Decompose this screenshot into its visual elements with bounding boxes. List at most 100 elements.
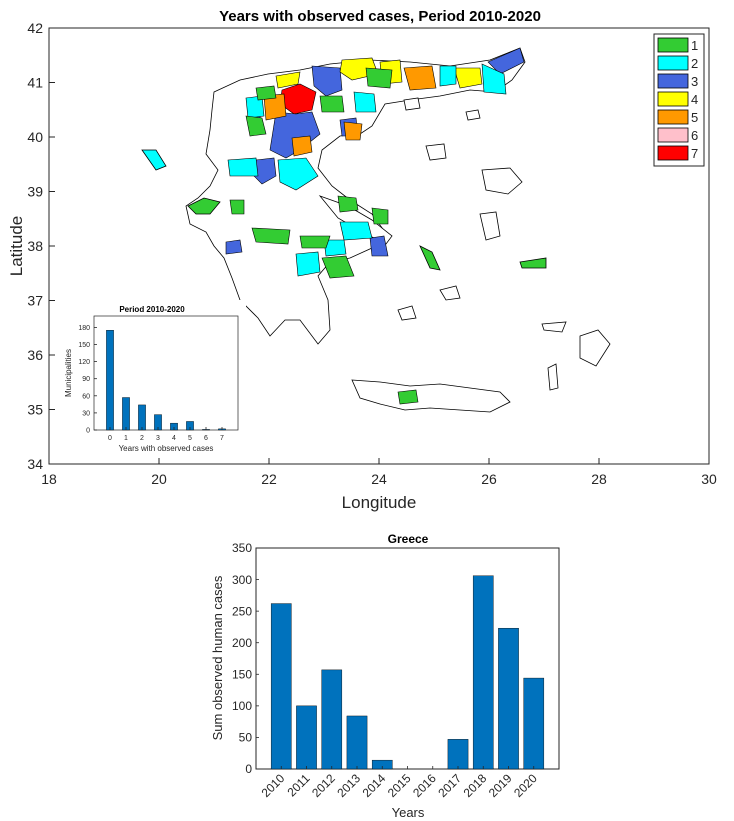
inset-axes-box [93,315,239,431]
kefalonia-outline [187,197,221,215]
greece-y-tick-label: 300 [232,573,252,587]
greece-bar-chart: Greece 201020112012201320142015201620172… [210,532,560,820]
region-2-b [439,65,457,87]
region-2-f [339,221,373,241]
region-2-a [481,63,507,95]
legend-swatch [657,109,689,125]
inset-x-tick-label: 1 [124,435,128,442]
map-y-tick-label: 36 [27,347,43,363]
map-x-tick-label: 24 [371,471,387,487]
inset-y-tick-label: 150 [78,342,90,349]
map-y-tick-label: 39 [27,184,43,200]
region-1-d [319,95,345,113]
region-1-e [251,227,291,245]
inset-bar [138,404,146,431]
map-x-tick-label: 30 [701,471,717,487]
legend-label: 7 [691,146,698,161]
map-y-axis-label: Latitude [7,216,26,277]
karpathos-outline [547,363,559,391]
inset-title: Period 2010-2020 [119,305,185,314]
legend-swatch [657,145,689,161]
map-y-tick-label: 38 [27,238,43,254]
thassos-outline [403,97,421,111]
bar-chart-y-ticks: 0 50 100 150 200 250 300 350 [232,541,259,776]
region-2-g [295,251,321,277]
inset-x-tick-label: 0 [108,435,112,442]
greece-bar [321,669,343,770]
region-3-b [311,65,343,97]
map-y-tick-label: 37 [27,293,43,309]
region-4-d [275,71,301,89]
map-panel: Years with observed cases, Period 2010-2… [7,8,717,512]
legend-label: 6 [691,128,698,143]
greece-x-tick-label: 2014 [360,771,389,800]
map-y-tick-label: 35 [27,402,43,418]
chios-outline [479,211,501,241]
inset-y-ticks: 0 30 60 90 120 150 180 [78,325,97,434]
map-x-tick-label: 18 [41,471,57,487]
rhodes-outline [579,329,611,367]
bar-chart-x-ticks: 2010201120122013201420152016201720182019… [259,766,540,800]
greece-y-tick-label: 200 [232,636,252,650]
region-5-b [403,65,437,91]
region-2-c [227,157,259,177]
map-y-tick-label: 34 [27,456,43,472]
greece-x-tick-label: 2019 [486,771,515,800]
map-y-tick-label: 40 [27,129,43,145]
map-y-tick-label: 41 [27,75,43,91]
greece-x-tick-label: 2013 [334,771,363,800]
inset-x-tick-label: 7 [220,435,224,442]
cyclades-outline-2 [397,305,417,321]
bar-chart-title: Greece [388,532,429,546]
inset-x-ticks: 0 1 2 3 4 5 6 7 [108,427,224,442]
kos-outline [541,321,567,333]
bar-chart-x-axis-label: Years [392,805,425,820]
inset-y-tick-label: 60 [82,393,90,400]
map-x-tick-label: 20 [151,471,167,487]
greece-x-tick-label: 2020 [511,771,540,800]
legend-swatch [657,91,689,107]
region-3-d [487,47,525,75]
map-x-tick-label: 22 [261,471,277,487]
greece-x-tick-label: 2016 [410,771,439,800]
region-3-g [369,235,389,257]
inset-y-tick-label: 180 [78,325,90,332]
greece-x-tick-label: 2015 [385,771,414,800]
map-y-ticks: 34 35 36 37 38 39 40 41 42 [27,20,55,472]
region-5-a [263,93,287,121]
legend-label: 1 [691,38,698,53]
samos-outline [519,257,547,269]
greece-x-tick-label: 2017 [435,771,464,800]
greece-y-tick-label: 250 [232,604,252,618]
inset-x-tick-label: 2 [140,435,144,442]
legend-label: 3 [691,74,698,89]
greece-bar [498,627,519,770]
map-legend: 1 2 3 4 5 6 7 [653,33,705,167]
greece-bar [296,705,317,770]
bar-chart-bars [270,575,545,770]
map-y-tick-label: 42 [27,20,43,36]
map-regions [141,47,611,413]
greece-y-tick-label: 0 [245,762,252,776]
inset-x-tick-label: 3 [156,435,160,442]
inset-y-tick-label: 90 [82,376,90,383]
greece-x-tick-label: 2010 [259,771,288,800]
region-2-h [323,239,347,257]
region-3-e [225,239,243,255]
greece-bar [447,739,469,770]
map-x-tick-label: 28 [591,471,607,487]
inset-y-axis-label: Municipalities [64,349,73,397]
region-1-b [255,85,277,101]
legend-swatch [657,73,689,89]
inset-bar [122,397,130,431]
greece-bar [472,575,494,770]
legend-swatch [657,37,689,53]
greece-x-tick-label: 2011 [284,771,312,799]
bar-chart-y-axis-label: Sum observed human cases [210,575,225,740]
region-5-d [343,121,363,141]
crete-outline [351,379,511,413]
greece-y-tick-label: 150 [232,667,252,681]
greece-y-tick-label: 50 [239,731,253,745]
greece-bar [523,677,545,770]
legend-swatch [657,55,689,71]
